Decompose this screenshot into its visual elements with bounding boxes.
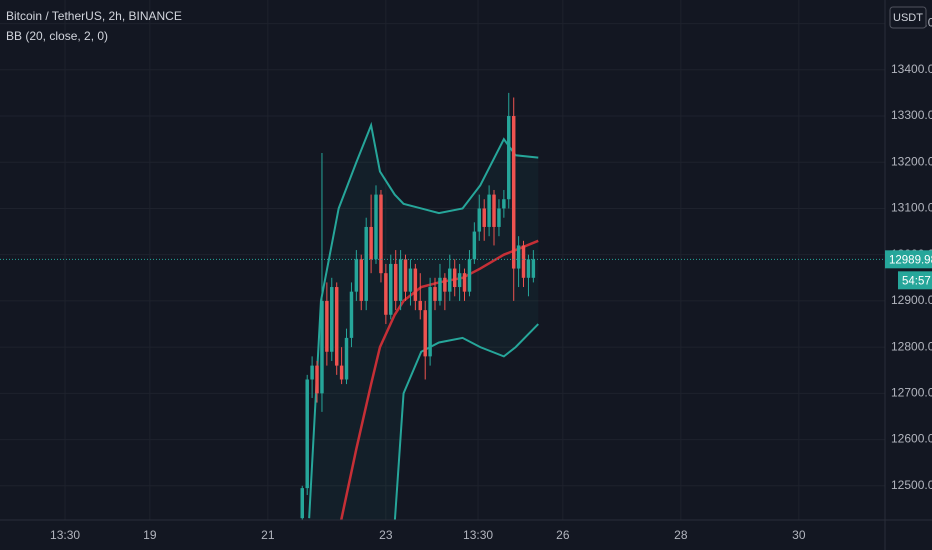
y-tick-label: 13400.00: [891, 62, 932, 76]
indicator-legend: BB (20, close, 2, 0): [6, 29, 108, 43]
candle-body: [531, 259, 536, 278]
candle-body: [433, 287, 437, 301]
bb-upper-line: [308, 121, 539, 519]
candle-body: [398, 259, 403, 301]
candle-body: [344, 337, 349, 380]
candle-body: [423, 310, 427, 357]
y-tick-label: 13300.00: [891, 108, 932, 122]
currency-label[interactable]: USDT: [893, 12, 923, 24]
candle-body: [418, 300, 422, 311]
candle-body: [492, 194, 496, 227]
plot-area: [0, 92, 885, 520]
countdown-label: 54:57: [902, 275, 931, 287]
y-tick-label: 12500.00: [891, 478, 932, 492]
candle-body: [330, 287, 334, 352]
candle-body: [448, 268, 452, 292]
y-tick-label: 12800.00: [891, 339, 932, 353]
candle-body: [354, 259, 359, 292]
bb-basis-line: [339, 239, 539, 520]
candle-body: [521, 245, 526, 278]
x-tick-label: 23: [379, 528, 393, 542]
candle-body: [339, 365, 344, 380]
y-tick-label: 13200.00: [891, 154, 932, 168]
last-price-tag: [885, 250, 932, 269]
bb-lower-line: [393, 323, 539, 520]
candle-body: [364, 226, 368, 301]
x-tick-label: 13:30: [50, 528, 80, 542]
candle-body: [315, 365, 319, 394]
candle-body: [310, 365, 314, 380]
candle-body: [511, 116, 516, 269]
x-tick-label: 28: [674, 528, 688, 542]
candle-body: [467, 259, 472, 292]
candle-body: [497, 208, 501, 227]
candle-body: [487, 194, 491, 227]
candle-body: [408, 268, 413, 292]
candle-body: [462, 273, 467, 292]
candle-body: [477, 208, 481, 232]
candle-body: [374, 194, 378, 260]
currency-badge[interactable]: [889, 6, 927, 29]
candle-body: [443, 277, 447, 292]
candle-body: [369, 226, 373, 260]
candle-body: [379, 194, 383, 274]
y-tick-label: 12600.00: [891, 432, 932, 446]
candle-body: [438, 277, 442, 301]
x-tick-label: 26: [556, 528, 570, 542]
candle-body: [334, 287, 339, 366]
x-tick-label: 13:30: [463, 528, 493, 542]
last-price-label: 12989.98: [889, 254, 932, 266]
candle-body: [457, 273, 462, 288]
candle-body: [516, 245, 521, 269]
candle-body: [349, 291, 354, 338]
candle-body: [452, 268, 457, 288]
candle-body: [428, 287, 432, 357]
y-tick-label: 12900.00: [891, 293, 932, 307]
candle-body: [325, 300, 329, 352]
candle-body: [320, 300, 324, 394]
x-tick-label: 19: [143, 528, 157, 542]
x-tick-label: 30: [792, 528, 806, 542]
candle-body: [482, 208, 486, 227]
y-tick-label: 12700.00: [891, 386, 932, 400]
x-tick-label: 21: [261, 528, 275, 542]
grid: [0, 0, 885, 520]
candle-body: [384, 273, 388, 315]
candle-body: [507, 116, 511, 200]
candle-body: [305, 379, 309, 489]
candle-body: [359, 259, 363, 301]
candle-body: [403, 259, 408, 292]
candle-body: [389, 263, 393, 315]
y-tick-label: 13100.00: [891, 201, 932, 215]
candle-body: [502, 199, 506, 209]
countdown-tag: [898, 271, 932, 290]
candle-body: [393, 263, 398, 301]
candle-body: [300, 488, 304, 519]
chart-title: Bitcoin / TetherUS, 2h, BINANCE: [6, 9, 182, 23]
candle-body: [413, 268, 418, 301]
candle-body: [472, 231, 477, 260]
candle-body: [526, 259, 531, 278]
